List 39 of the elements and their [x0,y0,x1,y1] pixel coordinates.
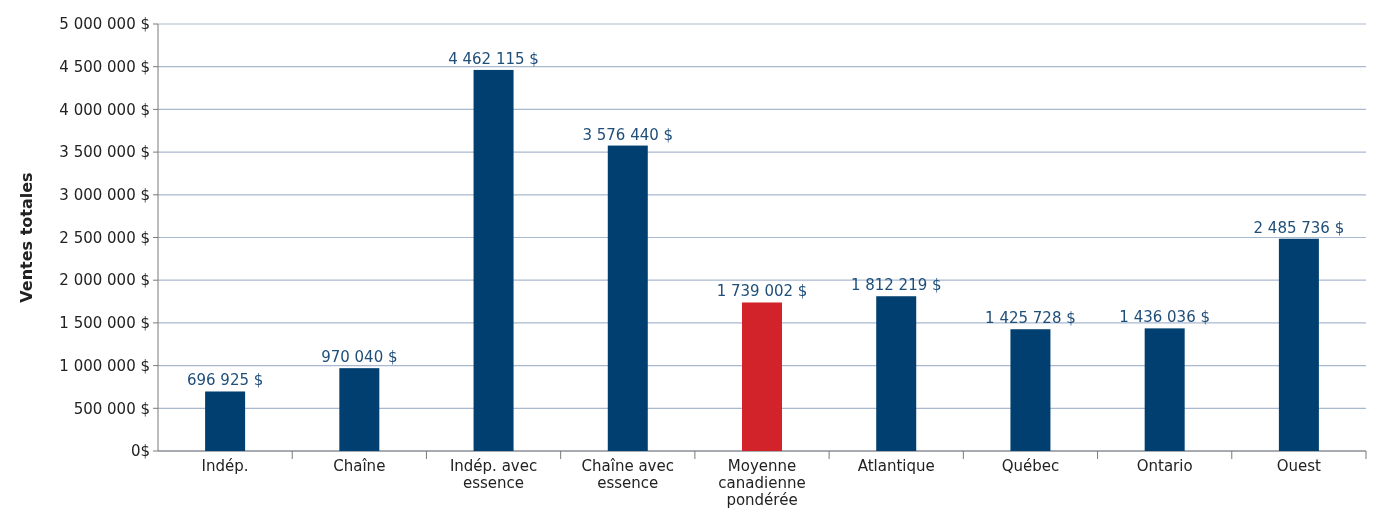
bar [876,296,917,451]
data-label: 1 812 219 $ [850,276,942,295]
x-tick-label: Indép. [201,457,249,475]
x-tick-label: Ontario [1136,457,1193,475]
bar [205,391,246,451]
bar [1010,329,1051,451]
y-tick-label: 2 500 000 $ [59,228,150,247]
y-tick-label: 2 000 000 $ [59,271,150,290]
y-tick-label: 1 500 000 $ [59,314,150,333]
data-label: 2 485 736 $ [1253,218,1345,237]
y-tick-label: 3 000 000 $ [59,186,150,205]
x-tick-label: Québec [1001,457,1060,475]
y-tick-label: 1 000 000 $ [59,356,150,375]
data-label: 1 739 002 $ [716,282,808,301]
data-label: 3 576 440 $ [582,125,674,144]
data-label: 696 925 $ [186,371,264,390]
bar [473,69,514,451]
y-tick-label: 0$ [130,442,150,461]
data-label: 970 040 $ [321,348,398,367]
y-tick-label: 3 500 000 $ [59,143,150,162]
y-axis-title: Ventes totales [17,172,36,303]
data-label: 1 425 728 $ [985,309,1076,328]
x-tick-label: Indép. avec essence [449,457,538,492]
bar [339,368,380,451]
bar [1144,328,1185,451]
x-tick-label: Ouest [1276,457,1322,475]
x-tick-label: Chaîne avec essence [581,457,674,492]
bar [742,302,782,451]
y-tick-label: 4 000 000 $ [59,100,150,119]
y-tick-label: 4 500 000 $ [59,57,150,76]
bar [607,145,648,451]
y-tick-label: 500 000 $ [73,399,150,418]
bar [1278,238,1319,451]
x-tick-label: Chaîne [333,457,386,475]
y-tick-label: 5 000 000 $ [59,15,150,34]
x-tick-label: Moyenne canadienne pondérée [718,457,806,509]
data-label: 1 436 036 $ [1119,308,1210,327]
x-tick-label: Atlantique [857,457,935,475]
data-label: 4 462 115 $ [448,49,539,68]
